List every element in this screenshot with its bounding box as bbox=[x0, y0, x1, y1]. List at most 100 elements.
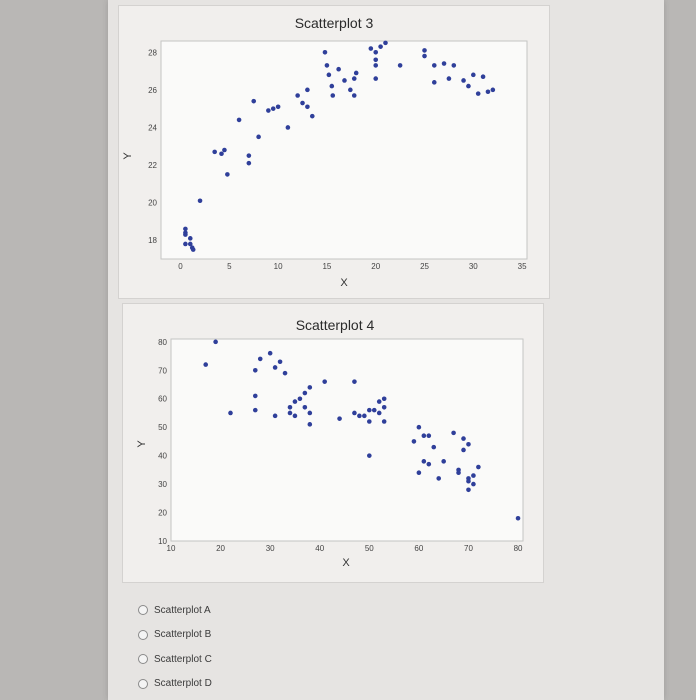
radio-button[interactable] bbox=[138, 678, 148, 689]
data-points bbox=[183, 40, 496, 252]
data-point bbox=[324, 63, 330, 68]
scatterplot-4-panel: Scatterplot 4 10 20 30 40 50 60 70 80 10 20 30 40 50… bbox=[122, 303, 544, 583]
data-point bbox=[351, 76, 357, 81]
y-tick-label: 18 bbox=[148, 236, 157, 245]
data-point bbox=[471, 473, 476, 478]
data-point bbox=[252, 393, 258, 399]
data-point bbox=[342, 78, 347, 83]
plot-area bbox=[170, 338, 524, 542]
y-tick-label: 40 bbox=[158, 452, 167, 461]
data-point bbox=[466, 83, 471, 89]
option-scatterplot-b[interactable]: Scatterplot B bbox=[138, 623, 212, 648]
data-point bbox=[352, 379, 357, 384]
data-point bbox=[352, 410, 357, 416]
data-point bbox=[257, 356, 263, 362]
data-point bbox=[270, 106, 276, 111]
option-scatterplot-d[interactable]: Scatterplot D bbox=[138, 672, 212, 697]
data-point bbox=[272, 365, 278, 370]
data-point bbox=[256, 134, 261, 140]
data-point bbox=[300, 100, 305, 106]
data-point bbox=[203, 362, 209, 367]
data-point bbox=[275, 104, 281, 110]
option-scatterplot-a[interactable]: Scatterplot A bbox=[138, 598, 212, 623]
option-scatterplot-c[interactable]: Scatterplot C bbox=[138, 647, 212, 672]
data-point bbox=[236, 117, 242, 123]
x-tick-label: 25 bbox=[420, 262, 429, 271]
data-point bbox=[295, 93, 300, 98]
y-axis-label: Y bbox=[122, 152, 134, 160]
data-point bbox=[326, 72, 332, 78]
y-tick-label: 20 bbox=[148, 199, 157, 208]
data-point bbox=[461, 436, 466, 441]
option-label: Scatterplot A bbox=[154, 604, 211, 616]
data-point bbox=[381, 396, 387, 402]
data-point bbox=[426, 433, 432, 439]
data-point bbox=[368, 46, 374, 51]
data-point bbox=[337, 416, 342, 421]
y-axis-label: Y bbox=[136, 440, 148, 448]
data-point bbox=[322, 379, 327, 384]
data-point bbox=[336, 66, 341, 72]
data-point bbox=[329, 83, 335, 89]
y-tick-label: 70 bbox=[158, 366, 167, 375]
data-point bbox=[381, 404, 387, 410]
plot-area bbox=[160, 40, 528, 260]
data-point bbox=[302, 404, 308, 410]
x-tick-label: 50 bbox=[365, 544, 374, 553]
data-point bbox=[266, 108, 271, 113]
option-label: Scatterplot B bbox=[154, 629, 212, 641]
data-point bbox=[446, 76, 452, 81]
data-point bbox=[367, 453, 372, 458]
x-tick-label: 60 bbox=[414, 544, 423, 553]
data-point bbox=[348, 87, 353, 93]
data-point bbox=[466, 441, 471, 447]
data-point bbox=[297, 396, 303, 402]
data-point bbox=[411, 439, 417, 444]
y-tick-label: 50 bbox=[158, 423, 167, 432]
y-tick-label: 26 bbox=[148, 86, 157, 95]
data-point bbox=[376, 399, 382, 404]
data-point bbox=[466, 487, 471, 493]
x-tick-label: 20 bbox=[371, 262, 380, 271]
x-tick-label: 15 bbox=[322, 262, 331, 271]
chart-title: Scatterplot 3 bbox=[295, 15, 374, 31]
data-point bbox=[212, 149, 217, 155]
data-point bbox=[285, 125, 291, 130]
data-point bbox=[373, 63, 379, 68]
data-point bbox=[471, 481, 476, 487]
y-tick-label: 80 bbox=[158, 338, 167, 347]
data-point bbox=[475, 91, 481, 96]
data-point bbox=[422, 48, 427, 53]
data-point bbox=[222, 147, 227, 153]
data-point bbox=[251, 98, 257, 104]
radio-button[interactable] bbox=[138, 654, 148, 665]
data-point bbox=[197, 198, 203, 204]
data-point bbox=[431, 80, 437, 85]
data-point bbox=[451, 430, 456, 436]
data-point bbox=[485, 89, 491, 95]
data-point bbox=[426, 461, 432, 467]
radio-button[interactable] bbox=[138, 629, 148, 640]
data-point bbox=[431, 63, 437, 68]
data-point bbox=[421, 433, 427, 439]
chart-title: Scatterplot 4 bbox=[296, 317, 375, 333]
data-point bbox=[213, 339, 218, 345]
x-tick-label: 0 bbox=[178, 262, 183, 271]
data-point bbox=[456, 470, 461, 476]
data-point bbox=[373, 57, 379, 63]
data-point bbox=[246, 153, 252, 158]
data-point bbox=[397, 63, 403, 68]
data-point bbox=[307, 410, 313, 416]
data-point bbox=[357, 413, 362, 419]
y-tick-label: 10 bbox=[158, 537, 167, 546]
x-tick-label: 80 bbox=[514, 544, 523, 553]
data-point bbox=[282, 370, 288, 376]
data-point bbox=[190, 247, 196, 252]
x-tick-label: 5 bbox=[227, 262, 232, 271]
radio-button[interactable] bbox=[138, 605, 148, 616]
x-tick-label: 10 bbox=[167, 544, 176, 553]
data-point bbox=[187, 241, 193, 247]
data-point bbox=[461, 447, 466, 453]
data-point bbox=[490, 87, 496, 93]
x-tick-label: 30 bbox=[266, 544, 275, 553]
